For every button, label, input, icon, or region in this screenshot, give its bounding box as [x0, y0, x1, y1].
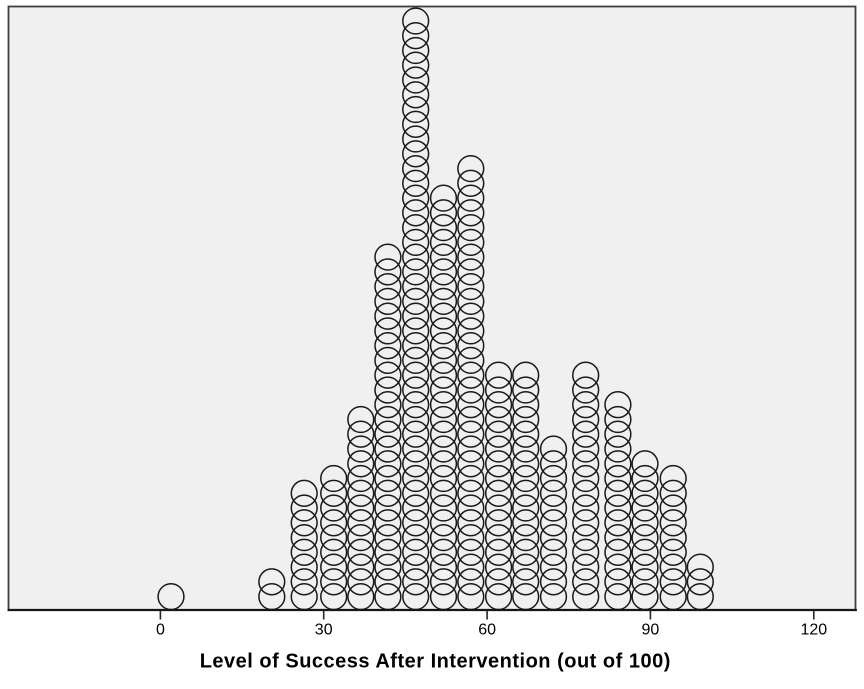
svg-text:90: 90 — [642, 622, 660, 639]
svg-text:60: 60 — [478, 622, 496, 639]
svg-text:Level of Success After Interve: Level of Success After Intervention (out… — [200, 651, 671, 673]
svg-text:0: 0 — [156, 622, 165, 639]
svg-text:30: 30 — [315, 622, 333, 639]
svg-text:120: 120 — [800, 622, 827, 639]
